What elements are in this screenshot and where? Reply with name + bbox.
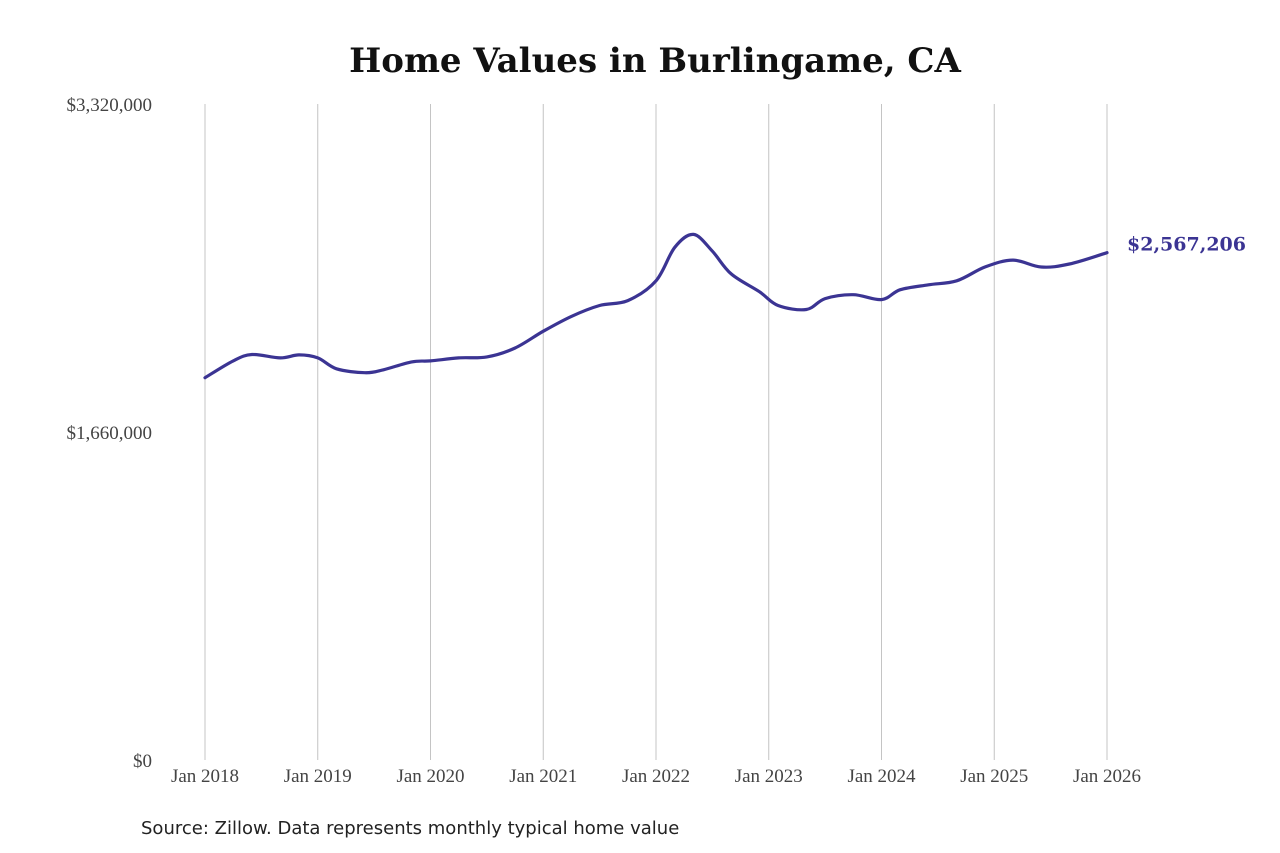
series-line: [203, 232, 1109, 380]
x-tick-label: Jan 2024: [847, 766, 916, 787]
x-tick-label: Jan 2025: [960, 766, 1028, 787]
x-tick-label: Jan 2022: [622, 766, 690, 787]
end-value-label: $2,567,206: [1127, 234, 1246, 256]
x-tick-label: Jan 2018: [171, 766, 239, 787]
annotation-layer: $2,567,206: [1127, 234, 1246, 256]
x-tick-label: Jan 2019: [284, 766, 352, 787]
x-tick-label: Jan 2023: [735, 766, 803, 787]
x-tick-label: Jan 2026: [1073, 766, 1141, 787]
x-axis: Jan 2018 Jan 2019 Jan 2020 Jan 2021 Jan 2022…: [171, 766, 1141, 787]
y-tick-label: $3,320,000: [67, 95, 153, 116]
chart-title: Home Values in Burlingame, CA: [349, 41, 961, 81]
x-tick-label: Jan 2021: [509, 766, 577, 787]
series-layer: [203, 232, 1109, 380]
x-tick-label: Jan 2020: [396, 766, 464, 787]
y-axis: $3,320,000 $1,660,000 $0: [67, 95, 153, 772]
grid-lines: [204, 104, 1108, 760]
source-note: Source: Zillow. Data represents monthly …: [141, 818, 679, 839]
y-tick-label: $1,660,000: [67, 423, 153, 444]
y-tick-label: $0: [133, 751, 152, 772]
